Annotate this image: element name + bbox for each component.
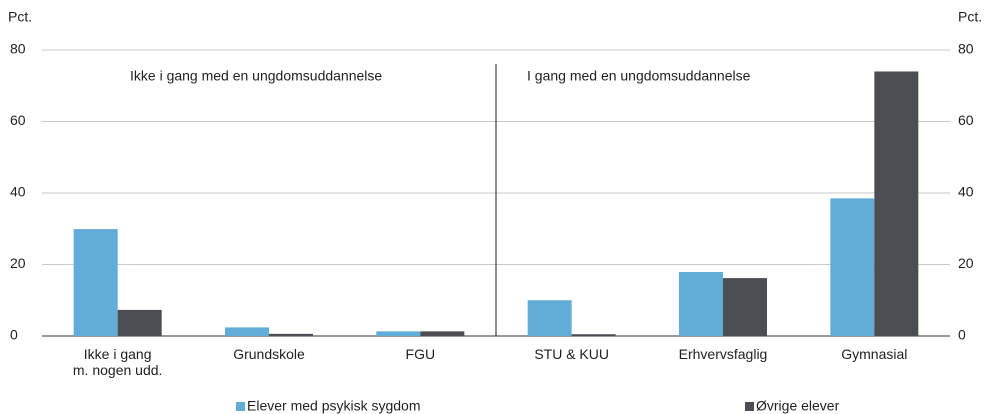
x-tick-label: Ikke i gang m. nogen udd.: [72, 346, 163, 378]
x-tick-label: STU & KUU: [534, 346, 609, 362]
x-tick-label: Erhvervsfaglig: [678, 346, 768, 362]
bar: [376, 331, 421, 336]
y-tick-label: 40: [10, 184, 26, 200]
x-tick-label: Grundskole: [233, 346, 305, 362]
bar: [420, 331, 465, 336]
bar: [723, 278, 767, 336]
y-tick-label: 60: [10, 112, 26, 128]
bar: [874, 71, 919, 336]
bar: [527, 300, 572, 336]
legend-label: Øvrige elever: [756, 398, 840, 414]
annotation: Ikke i gang med en ungdomsuddannelse: [130, 68, 382, 84]
y-tick-label: 0: [10, 327, 18, 343]
bar: [571, 334, 616, 336]
y2-tick-label: 20: [958, 255, 974, 271]
x-tick-label: FGU: [405, 346, 436, 362]
annotation: I gang med en ungdomsuddannelse: [527, 68, 751, 84]
legend-swatch: [236, 402, 245, 411]
bar: [117, 309, 162, 336]
bar: [225, 327, 269, 336]
bar: [73, 229, 118, 336]
bar: [269, 333, 313, 336]
y-axis-label: Pct.: [8, 9, 32, 25]
bar: [679, 272, 723, 336]
y2-axis-label: Pct.: [958, 9, 982, 25]
y2-tick-label: 80: [958, 41, 974, 57]
legend-swatch: [745, 402, 754, 411]
y-tick-label: 20: [10, 255, 26, 271]
y2-tick-label: 60: [958, 112, 974, 128]
bar: [830, 198, 875, 336]
y-tick-label: 80: [10, 41, 26, 57]
y2-tick-label: 0: [958, 327, 966, 343]
y2-tick-label: 40: [958, 184, 974, 200]
x-tick-label: Gymnasial: [841, 346, 908, 362]
legend-label: Elever med psykisk sygdom: [247, 398, 421, 414]
